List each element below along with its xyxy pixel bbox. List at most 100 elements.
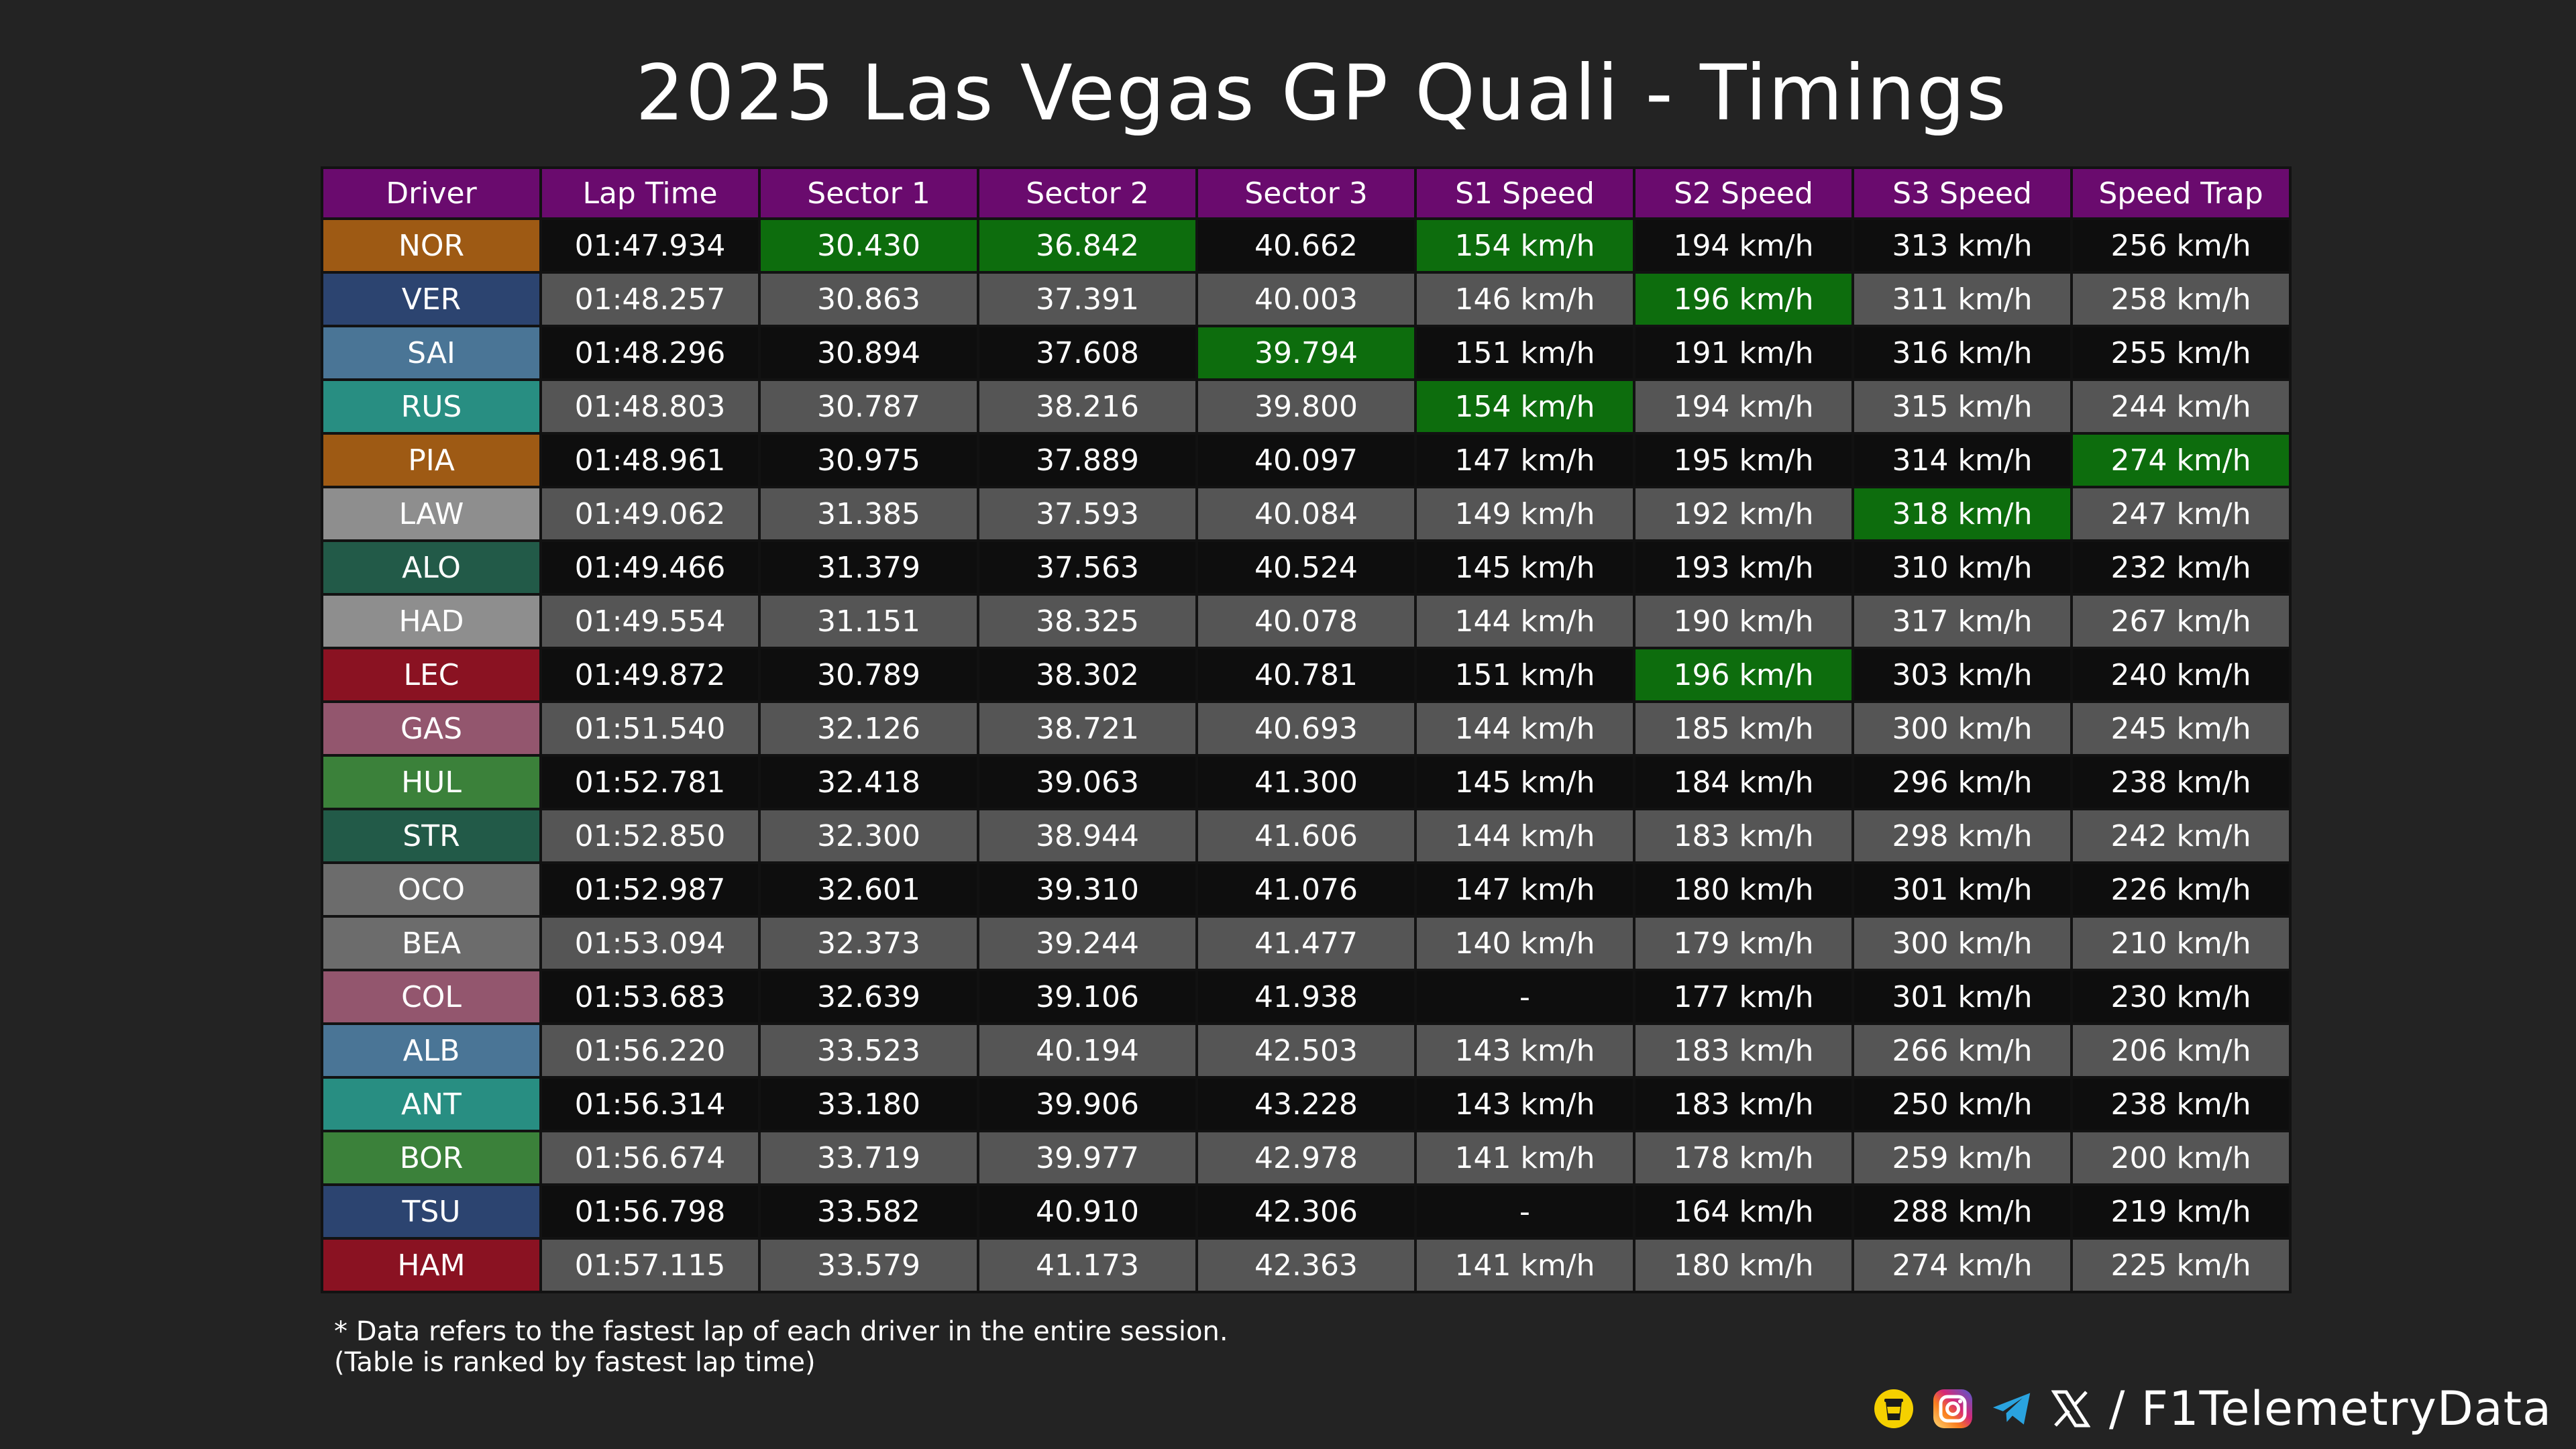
data-cell: 300 km/h	[1854, 918, 2070, 969]
table-row: SAI 01:48.296 30.894 37.608 39.794 151 km/h 19…	[323, 327, 2289, 378]
data-cell: 185 km/h	[1635, 703, 1851, 754]
table-row: ANT 01:56.314 33.180 39.906 43.228 143 km/h 18…	[323, 1079, 2289, 1130]
data-cell: 01:51.540	[542, 703, 758, 754]
data-cell: 40.524	[1198, 542, 1414, 593]
timing-table: Driver Lap Time Sector 1 Sector 2 Sector 3 S1…	[321, 166, 2292, 1293]
data-cell: 01:52.850	[542, 810, 758, 861]
table-row: GAS 01:51.540 32.126 38.721 40.693 144 km/h 18…	[323, 703, 2289, 754]
data-cell: 247 km/h	[2073, 488, 2289, 539]
column-header: Speed Trap	[2073, 169, 2289, 217]
driver-cell: TSU	[323, 1186, 539, 1237]
data-cell: 41.938	[1198, 971, 1414, 1022]
data-cell: 01:53.683	[542, 971, 758, 1022]
table-row: BOR 01:56.674 33.719 39.977 42.978 141 km/h 17…	[323, 1132, 2289, 1183]
table-header-row: Driver Lap Time Sector 1 Sector 2 Sector 3 S1…	[323, 169, 2289, 217]
data-cell: 39.244	[979, 918, 1195, 969]
data-cell: 01:49.062	[542, 488, 758, 539]
data-cell: 267 km/h	[2073, 596, 2289, 647]
data-cell: 01:48.961	[542, 435, 758, 486]
data-cell: 01:48.296	[542, 327, 758, 378]
data-cell: 179 km/h	[1635, 918, 1851, 969]
data-cell: 274 km/h	[1854, 1240, 2070, 1291]
data-cell: 01:49.466	[542, 542, 758, 593]
data-cell: 41.173	[979, 1240, 1195, 1291]
data-cell: 39.310	[979, 864, 1195, 915]
data-cell: 210 km/h	[2073, 918, 2289, 969]
data-cell: 01:56.798	[542, 1186, 758, 1237]
data-cell: 01:52.781	[542, 757, 758, 808]
telegram-icon[interactable]	[1991, 1388, 2033, 1430]
data-cell: 145 km/h	[1417, 757, 1633, 808]
x-icon[interactable]	[2050, 1388, 2092, 1430]
data-cell: 42.363	[1198, 1240, 1414, 1291]
data-cell: 01:57.115	[542, 1240, 758, 1291]
data-cell: 141 km/h	[1417, 1132, 1633, 1183]
data-cell: 32.300	[761, 810, 977, 861]
column-header: Sector 1	[761, 169, 977, 217]
table-row: HAD 01:49.554 31.151 38.325 40.078 144 km/h 19…	[323, 596, 2289, 647]
data-cell: 240 km/h	[2073, 649, 2289, 700]
data-cell: 42.306	[1198, 1186, 1414, 1237]
data-cell: 190 km/h	[1635, 596, 1851, 647]
data-cell: 31.151	[761, 596, 977, 647]
data-cell: 41.300	[1198, 757, 1414, 808]
driver-cell: BEA	[323, 918, 539, 969]
data-cell: 31.379	[761, 542, 977, 593]
column-header: Driver	[323, 169, 539, 217]
data-cell: 39.977	[979, 1132, 1195, 1183]
data-cell: 37.608	[979, 327, 1195, 378]
data-cell: 311 km/h	[1854, 274, 2070, 325]
driver-cell: ALB	[323, 1025, 539, 1076]
driver-cell: ALO	[323, 542, 539, 593]
data-cell: 184 km/h	[1635, 757, 1851, 808]
driver-cell: OCO	[323, 864, 539, 915]
data-cell: 310 km/h	[1854, 542, 2070, 593]
table-row: STR 01:52.850 32.300 38.944 41.606 144 km/h 18…	[323, 810, 2289, 861]
data-cell: 274 km/h	[2073, 435, 2289, 486]
data-cell: -	[1417, 1186, 1633, 1237]
data-cell: 40.003	[1198, 274, 1414, 325]
instagram-icon[interactable]	[1932, 1388, 1974, 1430]
data-cell: 146 km/h	[1417, 274, 1633, 325]
data-cell: 194 km/h	[1635, 220, 1851, 271]
data-cell: 40.194	[979, 1025, 1195, 1076]
data-cell: 42.503	[1198, 1025, 1414, 1076]
data-cell: 32.373	[761, 918, 977, 969]
data-cell: 39.906	[979, 1079, 1195, 1130]
buymeacoffee-icon[interactable]	[1873, 1388, 1915, 1430]
table-row: ALB 01:56.220 33.523 40.194 42.503 143 km/h 18…	[323, 1025, 2289, 1076]
data-cell: 313 km/h	[1854, 220, 2070, 271]
data-cell: 300 km/h	[1854, 703, 2070, 754]
data-cell: 37.593	[979, 488, 1195, 539]
data-cell: 144 km/h	[1417, 703, 1633, 754]
data-cell: 30.894	[761, 327, 977, 378]
data-cell: 01:49.872	[542, 649, 758, 700]
data-cell: 39.794	[1198, 327, 1414, 378]
data-cell: 194 km/h	[1635, 381, 1851, 432]
data-cell: 32.639	[761, 971, 977, 1022]
data-cell: 41.076	[1198, 864, 1414, 915]
data-cell: 238 km/h	[2073, 757, 2289, 808]
data-cell: 30.789	[761, 649, 977, 700]
driver-cell: LAW	[323, 488, 539, 539]
data-cell: 38.216	[979, 381, 1195, 432]
data-cell: 37.391	[979, 274, 1195, 325]
column-header: S3 Speed	[1854, 169, 2070, 217]
table-row: OCO 01:52.987 32.601 39.310 41.076 147 km/h 18…	[323, 864, 2289, 915]
data-cell: 143 km/h	[1417, 1079, 1633, 1130]
data-cell: 01:48.257	[542, 274, 758, 325]
driver-cell: COL	[323, 971, 539, 1022]
data-cell: 154 km/h	[1417, 220, 1633, 271]
data-cell: 315 km/h	[1854, 381, 2070, 432]
data-cell: 33.523	[761, 1025, 977, 1076]
data-cell: 40.097	[1198, 435, 1414, 486]
driver-cell: LEC	[323, 649, 539, 700]
driver-cell: HUL	[323, 757, 539, 808]
data-cell: 01:48.803	[542, 381, 758, 432]
data-cell: 40.084	[1198, 488, 1414, 539]
data-cell: 141 km/h	[1417, 1240, 1633, 1291]
data-cell: 32.601	[761, 864, 977, 915]
data-cell: 01:49.554	[542, 596, 758, 647]
table-row: BEA 01:53.094 32.373 39.244 41.477 140 km/h 17…	[323, 918, 2289, 969]
data-cell: 245 km/h	[2073, 703, 2289, 754]
